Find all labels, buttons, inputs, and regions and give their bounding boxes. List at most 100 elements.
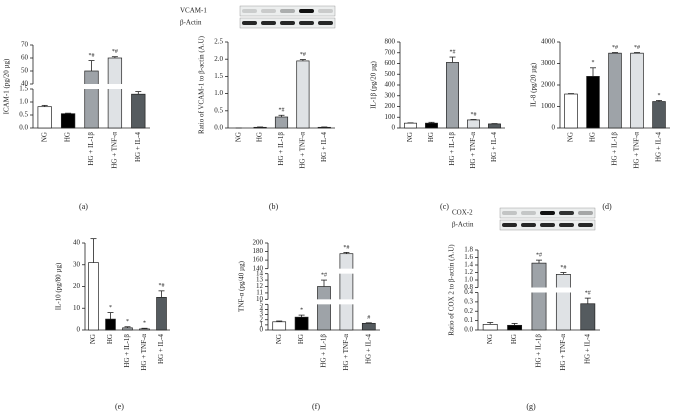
y-tick-label: 600 <box>385 59 396 67</box>
significance-label: *# <box>112 49 118 55</box>
significance-label: *# <box>321 272 327 278</box>
panel-label: (f) <box>312 402 320 411</box>
significance-label: * <box>143 321 146 327</box>
y-tick-label: 1.0 <box>464 276 473 284</box>
y-tick-label: 4000 <box>541 38 556 46</box>
x-tick-label: HG <box>106 334 114 344</box>
y-tick-label: 0.5 <box>19 111 28 119</box>
x-tick-label: HG <box>510 334 518 344</box>
y-tick-label: 100 <box>385 113 396 121</box>
blot-band <box>521 223 536 227</box>
x-tick-label: HG + IL-4 <box>157 334 165 364</box>
bar <box>488 123 501 129</box>
bar <box>84 70 99 129</box>
significance-label: *# <box>159 283 165 289</box>
y-tick-label: 500 <box>385 70 396 78</box>
bar <box>404 122 417 129</box>
x-tick-label: NG <box>486 334 494 344</box>
blot-band <box>318 21 333 25</box>
bar <box>156 297 167 331</box>
x-tick-label: NG <box>40 132 48 142</box>
blot-label: VCAM-1 <box>180 7 207 15</box>
significance-label: * <box>109 305 112 311</box>
x-tick-label: NG <box>406 132 414 142</box>
bar <box>131 93 146 129</box>
bar <box>630 52 644 129</box>
blot-band <box>559 211 574 215</box>
x-tick-label: HG + IL-1β <box>277 132 285 166</box>
x-tick-label: HG <box>427 132 435 142</box>
x-tick-label: NG <box>89 334 97 344</box>
significance-label: * <box>300 307 303 313</box>
blot-label: β-Actin <box>452 221 474 229</box>
y-tick-label: 0 <box>77 326 81 334</box>
blot-band <box>540 211 555 215</box>
blot-strip <box>239 5 336 17</box>
y-tick-label: 1 <box>260 320 264 328</box>
y-tick-label: 140 <box>253 264 264 272</box>
axis-break <box>555 287 572 293</box>
y-tick-label: 10 <box>73 304 81 312</box>
bar <box>107 57 123 129</box>
bar <box>253 126 267 129</box>
y-tick-label: 400 <box>385 81 396 89</box>
y-tick-label: 180 <box>253 247 264 255</box>
y-tick-label: 2 <box>260 315 264 323</box>
bar <box>274 116 289 129</box>
y-tick-label: 2.5 <box>214 38 223 46</box>
bar <box>296 60 310 129</box>
x-tick-label: HG + TNF-α <box>299 132 307 169</box>
significance-label: *# <box>585 291 591 297</box>
bar <box>339 253 354 331</box>
x-tick-label: HG + IL-4 <box>655 132 663 162</box>
y-tick-label: 0.2 <box>464 307 473 315</box>
bar <box>608 52 622 129</box>
x-tick-label: NG <box>234 132 242 142</box>
y-tick-label: 160 <box>253 256 264 264</box>
significance-label: *# <box>279 108 285 114</box>
x-tick-label: HG + IL-4 <box>364 334 372 364</box>
y-tick-label: 13 <box>256 276 264 284</box>
significance-label: * <box>592 60 595 66</box>
y-tick-label: 30 <box>73 260 81 268</box>
blot-band <box>578 223 593 227</box>
blot-band <box>280 9 295 13</box>
y-tick-label: 3 <box>260 310 264 318</box>
y-axis-label: Ratio of VCAM-1 to β-actin (A.U) <box>198 35 206 134</box>
y-tick-label: 0.1 <box>464 316 473 324</box>
y-tick-label: 1.5 <box>214 72 223 80</box>
significance-label: *# <box>634 45 640 51</box>
panel-label: (c) <box>440 202 449 211</box>
bar <box>586 76 600 129</box>
y-tick-label: 0.5 <box>214 106 223 114</box>
significance-label: *# <box>89 53 95 59</box>
panel-label: (d) <box>602 202 612 211</box>
significance-label: * <box>126 319 129 325</box>
x-tick-label: HG + TNF-α <box>469 132 477 169</box>
x-tick-label: HG + IL-1β <box>611 132 619 166</box>
panel-label: (a) <box>79 202 88 211</box>
blot-band <box>299 21 314 25</box>
x-tick-label: HG + IL-1β <box>87 132 95 166</box>
blot-label: β-Actin <box>180 19 202 27</box>
blot-band <box>242 21 257 25</box>
y-tick-label: 1.4 <box>464 261 473 269</box>
y-tick-label: 0.8 <box>464 283 473 291</box>
bar <box>122 327 133 331</box>
axis-break <box>338 268 354 274</box>
y-tick-label: 1.0 <box>214 89 223 97</box>
y-tick-label: 5 <box>260 300 264 308</box>
significance-label: # <box>367 315 370 321</box>
panel-label: (e) <box>115 402 124 411</box>
bar <box>105 318 116 331</box>
axis-break <box>530 287 548 293</box>
bar <box>60 113 76 129</box>
y-tick-label: 1.0 <box>19 98 28 106</box>
significance-label: *# <box>536 253 542 259</box>
bar <box>361 322 376 331</box>
x-tick-label: HG + TNF-α <box>559 334 567 371</box>
x-tick-label: HG + TNF-α <box>140 334 148 371</box>
y-tick-label: 60 <box>21 54 29 62</box>
y-tick-label: 12 <box>256 282 264 290</box>
